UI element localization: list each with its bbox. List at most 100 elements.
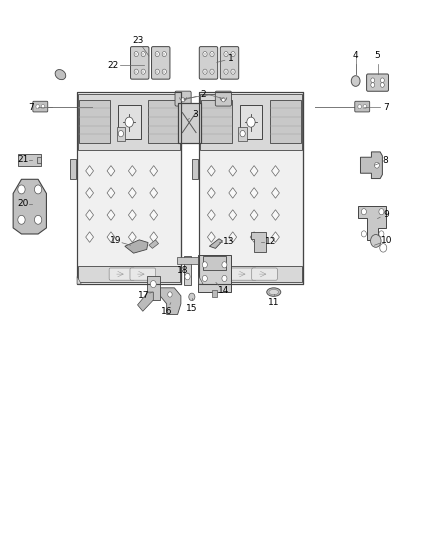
Text: 11: 11 — [268, 298, 279, 307]
Text: 7: 7 — [383, 103, 389, 111]
Bar — [78, 94, 180, 150]
Circle shape — [224, 52, 228, 56]
Polygon shape — [128, 232, 136, 243]
Polygon shape — [229, 209, 237, 220]
Polygon shape — [86, 209, 93, 220]
Circle shape — [358, 104, 361, 109]
Circle shape — [222, 98, 225, 102]
Circle shape — [202, 262, 207, 268]
Bar — [77, 92, 181, 284]
Bar — [147, 276, 160, 300]
Polygon shape — [150, 232, 158, 243]
Circle shape — [203, 52, 207, 56]
Bar — [177, 257, 198, 264]
Circle shape — [374, 162, 379, 168]
Bar — [148, 100, 179, 143]
Polygon shape — [150, 209, 158, 220]
Circle shape — [18, 215, 25, 224]
Polygon shape — [128, 209, 136, 220]
FancyBboxPatch shape — [215, 91, 231, 106]
Bar — [200, 266, 302, 282]
Text: 9: 9 — [383, 210, 389, 219]
Circle shape — [247, 117, 255, 127]
Bar — [212, 290, 217, 297]
Polygon shape — [150, 188, 158, 198]
Circle shape — [240, 131, 245, 137]
FancyBboxPatch shape — [175, 91, 191, 106]
Bar — [78, 266, 180, 282]
Polygon shape — [13, 179, 46, 234]
Ellipse shape — [55, 70, 66, 79]
Polygon shape — [358, 206, 386, 240]
Circle shape — [141, 52, 145, 56]
FancyBboxPatch shape — [355, 101, 370, 112]
Bar — [199, 92, 303, 284]
Ellipse shape — [267, 288, 281, 296]
Polygon shape — [125, 240, 148, 253]
Circle shape — [379, 208, 384, 215]
Polygon shape — [209, 239, 223, 248]
Circle shape — [380, 244, 387, 252]
Circle shape — [36, 104, 39, 109]
Polygon shape — [107, 232, 115, 243]
Polygon shape — [128, 188, 136, 198]
Polygon shape — [107, 188, 115, 198]
Text: 3: 3 — [192, 110, 198, 118]
Polygon shape — [272, 209, 279, 220]
Polygon shape — [199, 277, 203, 284]
Circle shape — [35, 215, 42, 224]
Ellipse shape — [269, 289, 279, 295]
Circle shape — [41, 104, 45, 109]
Bar — [200, 94, 302, 150]
FancyBboxPatch shape — [33, 101, 48, 112]
FancyBboxPatch shape — [252, 268, 277, 280]
FancyBboxPatch shape — [367, 74, 389, 91]
FancyBboxPatch shape — [131, 46, 149, 79]
Text: 21: 21 — [17, 156, 28, 164]
Polygon shape — [149, 240, 159, 248]
Bar — [18, 154, 41, 166]
Circle shape — [162, 69, 166, 74]
Text: 5: 5 — [374, 52, 381, 60]
Polygon shape — [229, 232, 237, 243]
Polygon shape — [272, 232, 279, 243]
Bar — [191, 159, 198, 179]
Bar — [201, 100, 232, 143]
Text: 8: 8 — [382, 157, 389, 165]
Text: 4: 4 — [353, 52, 358, 60]
FancyBboxPatch shape — [231, 268, 257, 280]
Bar — [117, 127, 125, 141]
Circle shape — [224, 69, 228, 74]
Circle shape — [210, 69, 214, 74]
Circle shape — [35, 185, 42, 194]
Circle shape — [162, 52, 166, 56]
Circle shape — [155, 52, 159, 56]
Polygon shape — [208, 188, 215, 198]
Polygon shape — [272, 188, 279, 198]
Circle shape — [189, 293, 195, 301]
Circle shape — [134, 69, 138, 74]
Text: 14: 14 — [218, 286, 229, 295]
Circle shape — [222, 262, 227, 268]
Polygon shape — [208, 166, 215, 176]
Circle shape — [363, 104, 367, 109]
Text: 15: 15 — [186, 304, 198, 312]
FancyBboxPatch shape — [220, 46, 239, 79]
Bar — [70, 159, 76, 179]
Polygon shape — [250, 232, 258, 243]
Circle shape — [203, 69, 207, 74]
Bar — [198, 255, 231, 292]
Circle shape — [231, 69, 235, 74]
Text: 23: 23 — [132, 36, 144, 45]
Polygon shape — [250, 188, 258, 198]
Text: 13: 13 — [223, 238, 234, 246]
Text: 22: 22 — [107, 61, 119, 69]
Text: 16: 16 — [161, 307, 172, 316]
Bar — [199, 92, 303, 284]
Circle shape — [231, 52, 235, 56]
Bar — [77, 92, 181, 284]
Text: 1: 1 — [228, 54, 234, 63]
Polygon shape — [150, 166, 158, 176]
Bar — [270, 100, 301, 143]
Circle shape — [351, 76, 360, 86]
